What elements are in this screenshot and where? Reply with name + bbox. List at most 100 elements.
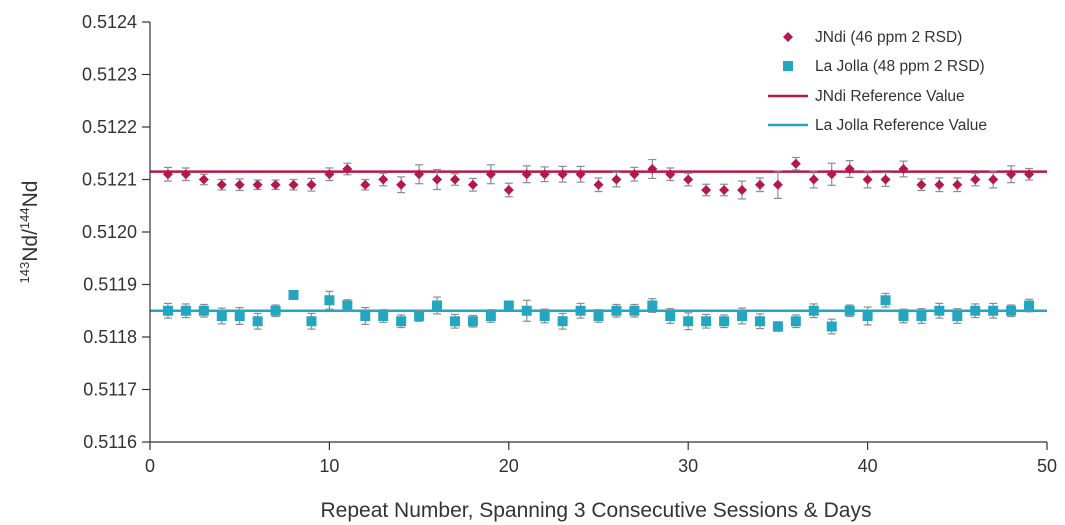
jndi-point bbox=[862, 174, 873, 185]
la-jolla-point bbox=[288, 290, 299, 300]
la-jolla-point bbox=[683, 316, 694, 327]
y-tick-label: 0.5120 bbox=[82, 222, 137, 242]
jndi-point bbox=[234, 179, 245, 190]
la-jolla-point bbox=[1006, 305, 1017, 316]
la-jolla-point bbox=[934, 305, 945, 316]
jndi-point bbox=[485, 169, 496, 180]
jndi-point bbox=[521, 169, 532, 180]
jndi-point bbox=[844, 164, 855, 174]
jndi-point bbox=[270, 179, 281, 190]
x-tick-label: 20 bbox=[499, 456, 519, 476]
legend-label-la-jolla-reference: La Jolla Reference Value bbox=[815, 117, 987, 134]
la-jolla-point bbox=[754, 316, 765, 327]
la-jolla-point bbox=[737, 311, 748, 321]
y-tick-label: 0.5117 bbox=[83, 380, 137, 400]
la-jolla-point bbox=[1024, 300, 1035, 311]
la-jolla-point bbox=[898, 311, 909, 321]
la-jolla-point bbox=[270, 305, 281, 316]
jndi-point bbox=[449, 174, 460, 185]
x-tick-label: 0 bbox=[145, 456, 155, 476]
jndi-point bbox=[880, 174, 891, 185]
la-jolla-point bbox=[719, 316, 730, 327]
legend-label-la-jolla: La Jolla (48 ppm 2 RSD) bbox=[815, 58, 985, 75]
y-axis: 0.5116 0.5117 0.5118 0.5119 0.5120 0.5121 0.51… bbox=[82, 12, 151, 452]
jndi-point bbox=[216, 179, 227, 190]
jndi-point bbox=[503, 185, 514, 195]
jndi-point bbox=[772, 179, 783, 190]
jndi-point bbox=[557, 169, 568, 180]
la-jolla-point bbox=[234, 311, 245, 321]
jndi-point bbox=[593, 179, 604, 190]
la-jolla-point bbox=[467, 316, 478, 327]
la-jolla-point bbox=[432, 300, 443, 311]
la-jolla-point bbox=[665, 311, 676, 321]
y-axis-title-part-2: Nd bbox=[19, 181, 42, 208]
jndi-point bbox=[719, 185, 730, 195]
jndi-point bbox=[988, 174, 999, 185]
la-jolla-point bbox=[880, 295, 891, 306]
la-jolla-point bbox=[575, 305, 586, 316]
la-jolla-point bbox=[360, 311, 371, 321]
jndi-point bbox=[665, 169, 676, 180]
x-tick-label: 30 bbox=[678, 456, 698, 476]
jndi-point bbox=[701, 185, 712, 195]
jndi-point bbox=[180, 169, 191, 180]
jndi-point bbox=[790, 158, 801, 169]
jndi-point bbox=[916, 179, 927, 190]
la-jolla-point bbox=[378, 311, 389, 321]
x-tick-label: 50 bbox=[1037, 456, 1057, 476]
la-jolla-point bbox=[611, 305, 622, 316]
jndi-point bbox=[378, 174, 389, 185]
la-jolla-point bbox=[593, 311, 604, 321]
la-jolla-point bbox=[449, 316, 460, 327]
la-jolla-point bbox=[485, 311, 496, 321]
legend-label-jndi-reference: JNdi Reference Value bbox=[815, 88, 965, 105]
y-tick-label: 0.5122 bbox=[82, 117, 137, 137]
jndi-point bbox=[396, 179, 407, 190]
y-tick-label: 0.5123 bbox=[82, 65, 137, 85]
legend: JNdi (46 ppm 2 RSD) La Jolla (48 ppm 2 R… bbox=[768, 29, 987, 134]
la-jolla-point bbox=[862, 311, 873, 321]
jndi-point bbox=[737, 185, 748, 195]
jndi-point bbox=[754, 179, 765, 190]
la-jolla-point bbox=[701, 316, 712, 327]
x-axis: 0 10 20 30 40 50 bbox=[145, 441, 1057, 476]
jndi-point bbox=[629, 169, 640, 180]
la-jolla-point bbox=[396, 316, 407, 327]
la-jolla-point bbox=[162, 305, 173, 316]
la-jolla-point bbox=[521, 305, 532, 316]
jndi-point bbox=[252, 179, 263, 190]
la-jolla-point bbox=[790, 316, 801, 327]
jndi-point bbox=[306, 179, 317, 190]
jndi-point bbox=[611, 174, 622, 185]
la-jolla-point bbox=[970, 305, 981, 316]
la-jolla-point bbox=[252, 316, 263, 327]
la-jolla-point bbox=[180, 305, 191, 316]
jndi-point bbox=[467, 179, 478, 190]
la-jolla-point bbox=[916, 311, 927, 321]
la-jolla-point bbox=[557, 316, 568, 327]
jndi-point bbox=[198, 174, 209, 185]
jndi-point bbox=[414, 169, 425, 180]
jndi-point bbox=[1024, 169, 1035, 180]
jndi-point bbox=[898, 164, 909, 174]
la-jolla-point bbox=[629, 305, 640, 316]
jndi-point bbox=[324, 169, 335, 180]
jndi-point bbox=[647, 164, 658, 174]
la-jolla-point bbox=[198, 305, 209, 316]
jndi-point bbox=[970, 174, 981, 185]
x-tick-label: 40 bbox=[858, 456, 878, 476]
jndi-point bbox=[432, 174, 443, 185]
la-jolla-point bbox=[324, 295, 335, 306]
la-jolla-point bbox=[503, 300, 514, 311]
jndi-point bbox=[952, 179, 963, 190]
y-tick-label: 0.5118 bbox=[83, 327, 137, 347]
la-jolla-point bbox=[826, 321, 837, 332]
jndi-point bbox=[539, 169, 550, 180]
la-jolla-point bbox=[647, 300, 658, 311]
la-jolla-point bbox=[216, 311, 227, 321]
jndi-point bbox=[360, 179, 371, 190]
la-jolla-point bbox=[844, 305, 855, 316]
y-tick-label: 0.5119 bbox=[83, 275, 137, 295]
